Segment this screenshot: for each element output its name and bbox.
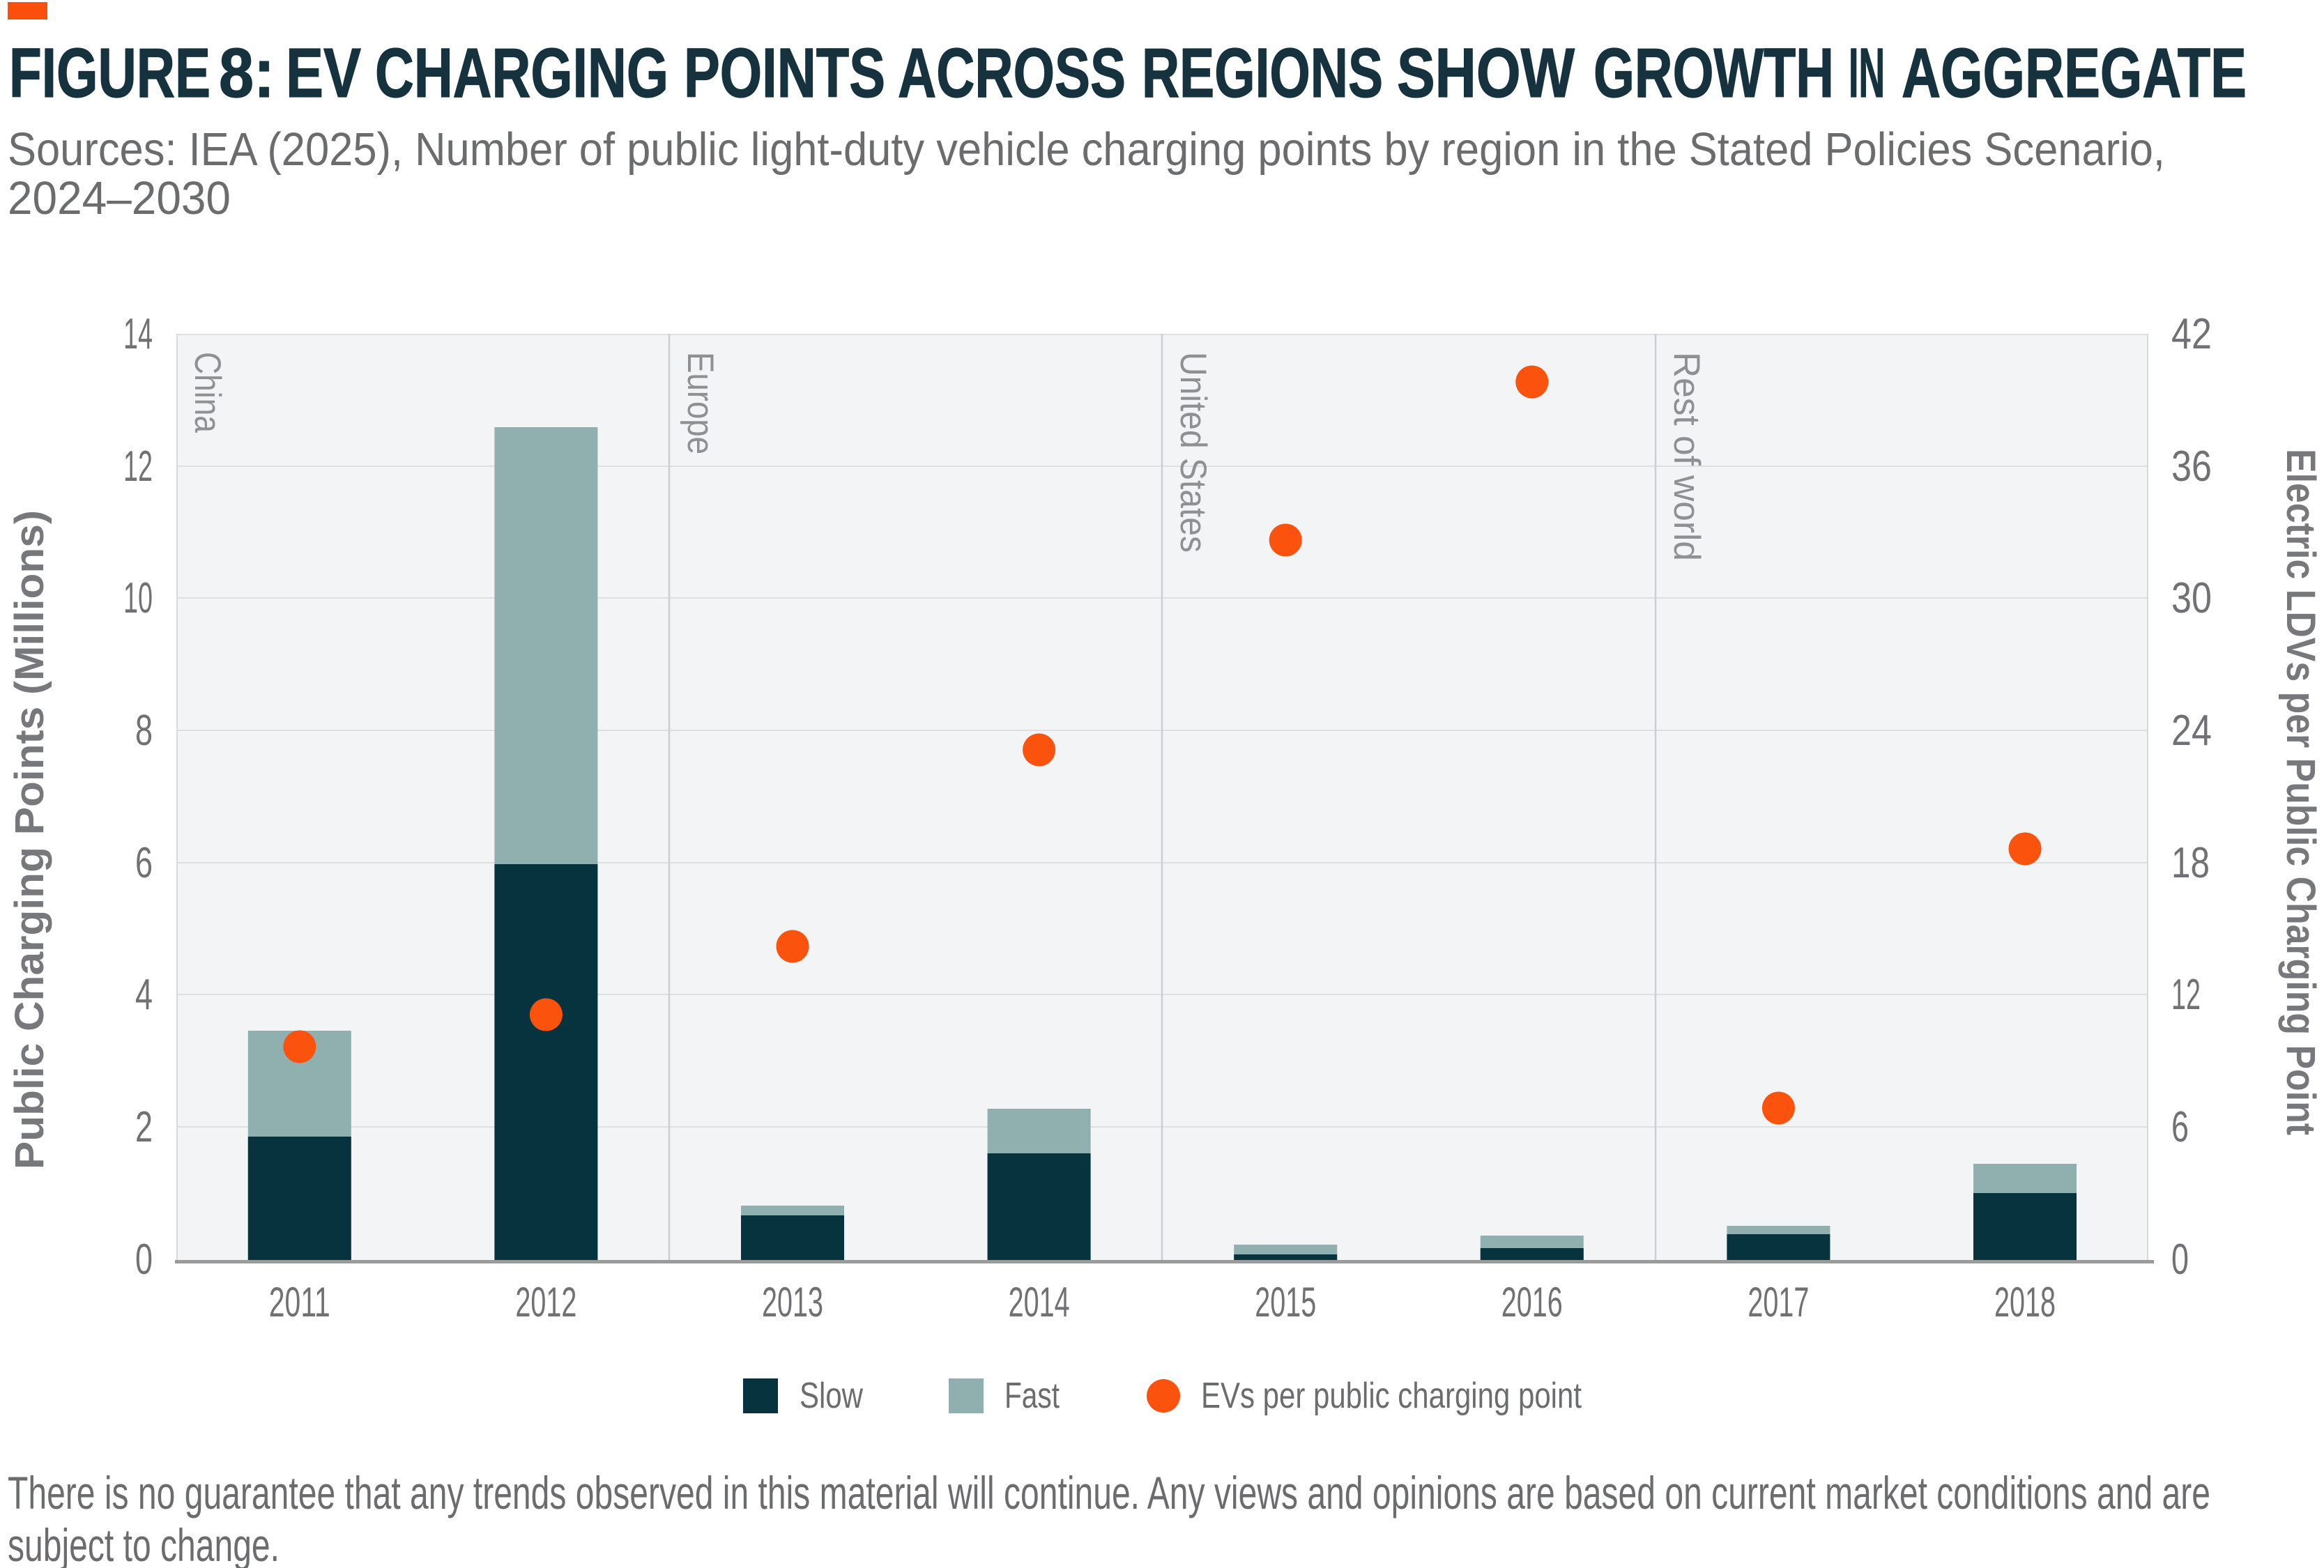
svg-text:12: 12: [2171, 971, 2201, 1019]
svg-text:6: 6: [2171, 1103, 2189, 1151]
svg-text:2012: 2012: [515, 1279, 576, 1325]
svg-text:Slow: Slow: [800, 1376, 863, 1416]
svg-text:GROWTH: GROWTH: [1593, 34, 1834, 112]
svg-text:30: 30: [2171, 574, 2212, 622]
svg-text:Sources: IEA (2025), Number of: Sources: IEA (2025), Number of public li…: [8, 123, 2165, 176]
svg-text:2024–2030: 2024–2030: [8, 172, 231, 224]
svg-text:2017: 2017: [1748, 1279, 1809, 1325]
svg-text:18: 18: [2171, 839, 2210, 887]
svg-text:10: 10: [123, 574, 153, 622]
svg-text:2015: 2015: [1255, 1279, 1316, 1325]
svg-text:China: China: [187, 352, 228, 433]
svg-text:4: 4: [135, 971, 153, 1019]
svg-text:36: 36: [2171, 443, 2212, 491]
svg-text:0: 0: [135, 1236, 153, 1284]
svg-text:14: 14: [123, 310, 153, 358]
svg-text:12: 12: [123, 443, 153, 491]
svg-text:2018: 2018: [1994, 1279, 2056, 1325]
svg-text:0: 0: [2171, 1236, 2189, 1284]
svg-text:IN: IN: [1849, 34, 1885, 112]
svg-text:Europe: Europe: [680, 352, 721, 454]
svg-text:6: 6: [135, 839, 153, 887]
svg-text:SHOW: SHOW: [1397, 34, 1575, 112]
svg-text:2014: 2014: [1009, 1279, 1070, 1325]
svg-text:2016: 2016: [1501, 1279, 1563, 1325]
svg-text:42: 42: [2171, 310, 2212, 358]
svg-text:EVs per public charging point: EVs per public charging point: [1201, 1376, 1582, 1416]
svg-text:United States: United States: [1172, 352, 1214, 553]
svg-text:2: 2: [135, 1103, 153, 1151]
svg-text:Fast: Fast: [1004, 1376, 1060, 1416]
svg-text:Rest of world: Rest of world: [1666, 352, 1707, 561]
svg-text:FIGURE: FIGURE: [9, 34, 211, 112]
svg-text:ACROSS: ACROSS: [898, 34, 1126, 112]
svg-text:Electric LDVs per Public Charg: Electric LDVs per Public Charging Point: [2278, 449, 2323, 1135]
svg-text:subject to change.: subject to change.: [8, 1519, 280, 1568]
svg-text:EV: EV: [286, 34, 361, 112]
svg-text:There is no guarantee that any: There is no guarantee that any trends ob…: [8, 1467, 2210, 1519]
svg-text:2013: 2013: [762, 1279, 823, 1325]
svg-text:POINTS: POINTS: [684, 34, 885, 112]
svg-text:2011: 2011: [269, 1279, 330, 1325]
svg-text:CHARGING: CHARGING: [375, 34, 668, 112]
svg-text:8:: 8:: [219, 34, 275, 112]
svg-text:AGGREGATE: AGGREGATE: [1902, 34, 2247, 112]
svg-text:8: 8: [135, 707, 153, 755]
svg-text:Public Charging Points (Millio: Public Charging Points (Millions): [7, 510, 52, 1169]
svg-text:REGIONS: REGIONS: [1142, 34, 1383, 112]
svg-text:24: 24: [2171, 707, 2212, 755]
